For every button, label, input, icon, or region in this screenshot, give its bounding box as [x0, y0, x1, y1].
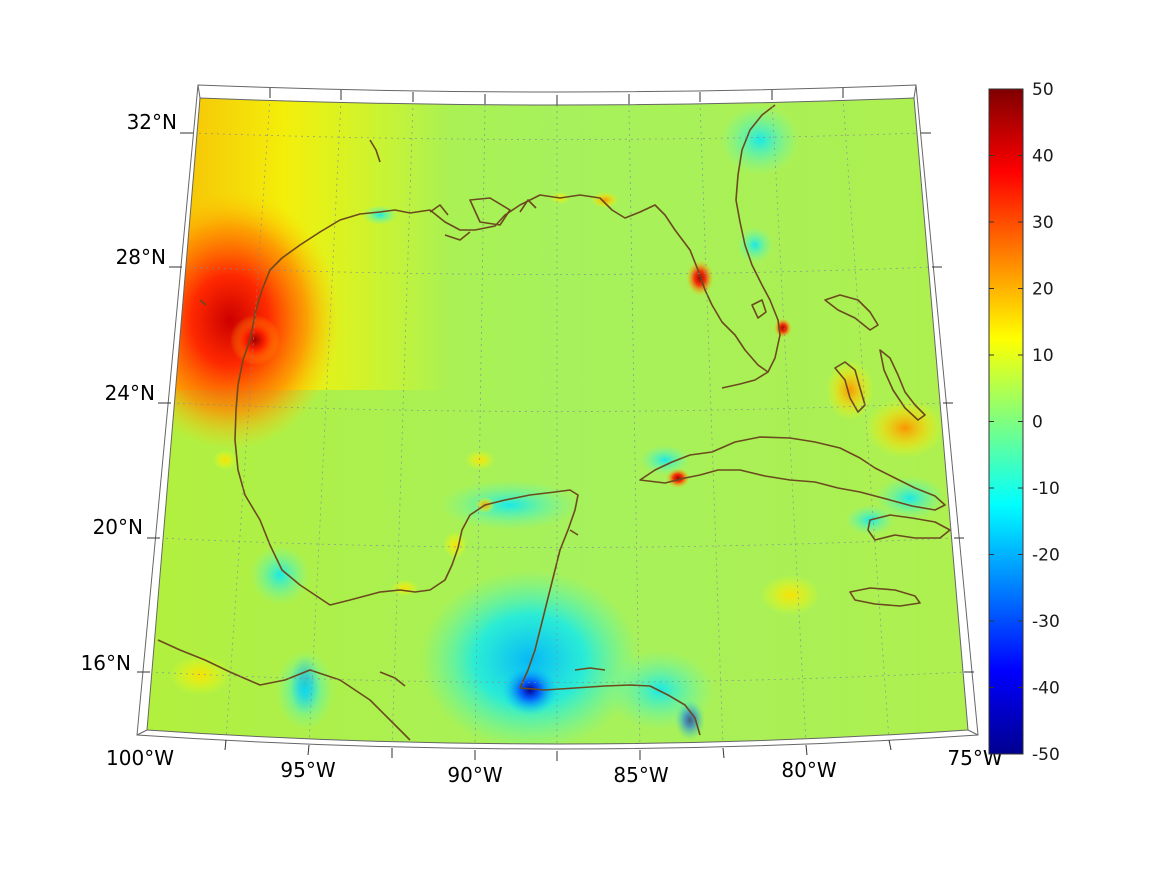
- colorbar-tick-label: 50: [1032, 80, 1054, 100]
- lat-label-28: 28°N: [116, 245, 166, 269]
- colorbar-tick-label: -30: [1032, 612, 1060, 632]
- colorbar-tick-label: 10: [1032, 346, 1054, 366]
- colorbar-tick-label: 30: [1032, 213, 1054, 233]
- colorbar-tick-label: -10: [1032, 479, 1060, 499]
- colorbar-gradient: [988, 88, 1024, 755]
- map-ticks: [137, 88, 974, 761]
- data-field: [147, 98, 968, 744]
- colorbar-tick-label: -20: [1032, 546, 1060, 566]
- lat-label-20: 20°N: [93, 515, 143, 539]
- latitude-labels: 32°N 28°N 24°N 20°N 16°N: [81, 110, 177, 675]
- graticule: [149, 98, 965, 744]
- lat-label-24: 24°N: [105, 381, 155, 405]
- colorbar-labels: 50 40 30 20 10 0 -10 -20 -30 -40 -50: [1032, 80, 1060, 765]
- lat-label-32: 32°N: [127, 110, 177, 134]
- lon-label-100w: 100°W: [106, 746, 174, 770]
- map-frame: [136, 84, 979, 750]
- longitude-labels: 100°W 95°W 90°W 85°W 80°W 75°W: [106, 746, 1003, 787]
- lon-label-90w: 90°W: [447, 763, 502, 787]
- colorbar-ticks: [989, 88, 1023, 755]
- lon-label-85w: 85°W: [613, 763, 668, 787]
- colorbar: 50 40 30 20 10 0 -10 -20 -30 -40 -50: [988, 80, 1060, 765]
- colorbar-tick-label: -50: [1032, 745, 1060, 765]
- lat-label-16: 16°N: [81, 651, 131, 675]
- colorbar-tick-label: 20: [1032, 280, 1054, 300]
- colorbar-tick-label: 0: [1032, 413, 1043, 433]
- colorbar-tick-label: 40: [1032, 147, 1054, 167]
- lon-label-80w: 80°W: [781, 758, 836, 782]
- coastlines: [157, 104, 951, 741]
- colorbar-tick-label: -40: [1032, 679, 1060, 699]
- lon-label-95w: 95°W: [280, 758, 335, 782]
